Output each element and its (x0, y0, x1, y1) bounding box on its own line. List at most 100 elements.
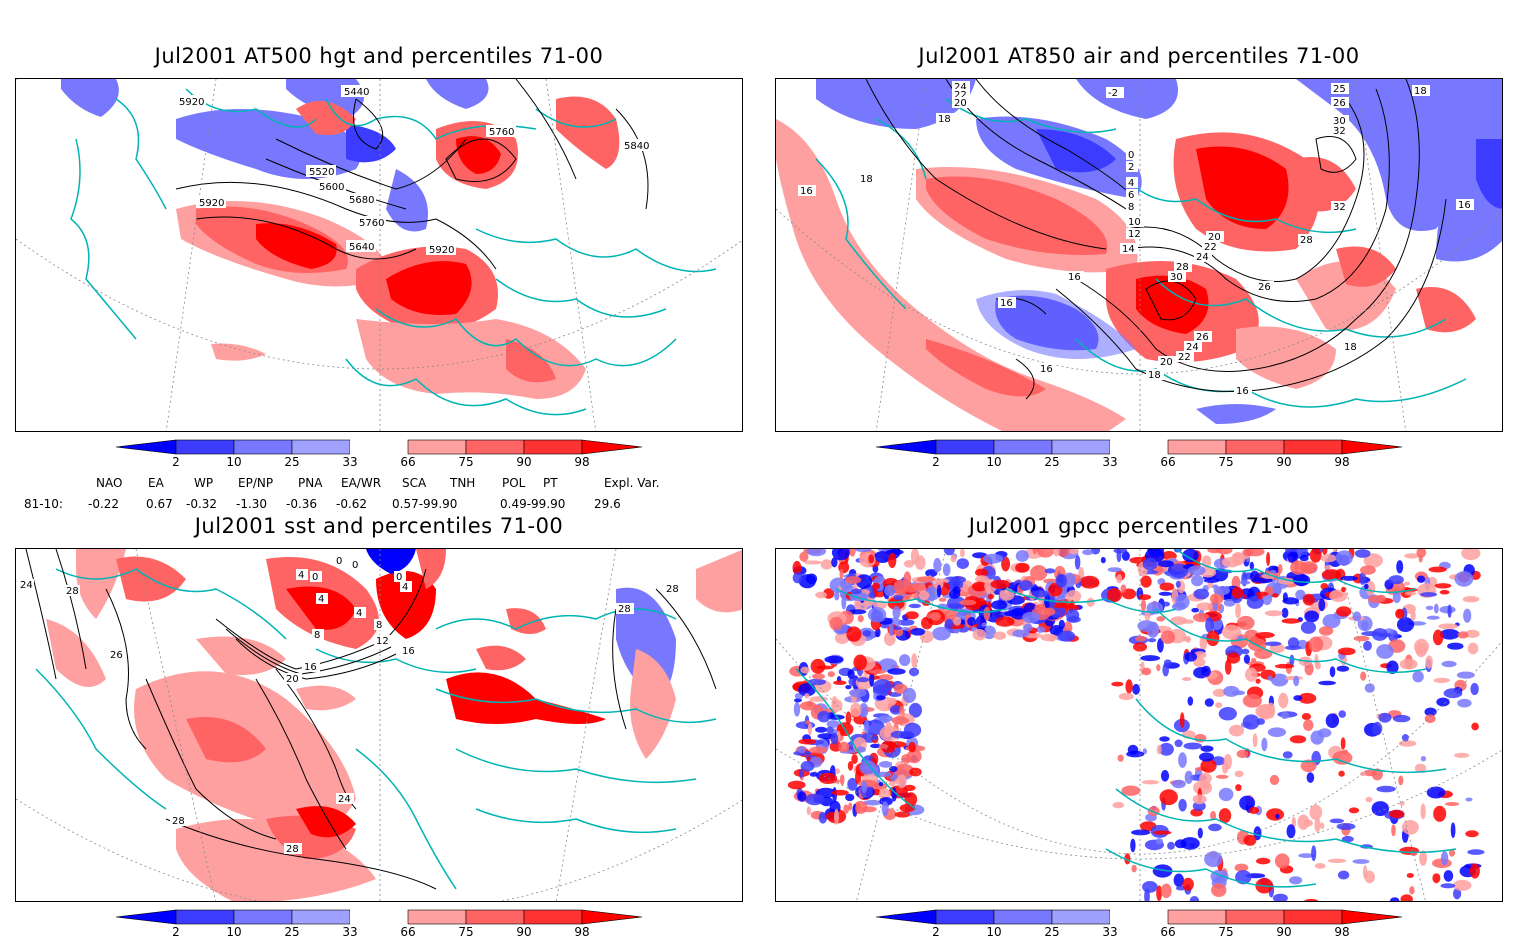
colorbar-segment (1051, 909, 1111, 925)
red-anomaly (1416, 287, 1476, 333)
red-anomaly (476, 645, 526, 671)
contour (515, 79, 577, 180)
precip-cell (1121, 551, 1130, 561)
precip-cell (1160, 630, 1176, 644)
red-anomaly (556, 96, 620, 169)
precip-cell (885, 549, 904, 555)
precip-cell (868, 669, 886, 675)
colorbar-tick: 33 (1102, 925, 1118, 939)
blue-anomaly (61, 79, 119, 117)
precip-cell (1272, 893, 1288, 901)
precip-cell (1053, 549, 1060, 557)
precip-cell (1180, 837, 1200, 850)
precip-cell (1171, 779, 1186, 789)
precip-cell (1456, 671, 1475, 679)
precip-cell (1235, 602, 1241, 619)
colorbar-segment (1283, 439, 1343, 455)
precip-cell (1433, 603, 1439, 614)
precip-cell (938, 597, 947, 602)
red-anomaly (386, 261, 472, 315)
colorbar-tick: 90 (516, 455, 532, 469)
precip-cell (1107, 567, 1122, 573)
precip-cell (1304, 610, 1320, 623)
contour (615, 108, 649, 210)
contour-label: 22 (954, 90, 967, 101)
precip-cell (855, 770, 862, 785)
colorbar-tick: 98 (574, 925, 590, 939)
precip-cell (1118, 692, 1134, 701)
precip-cell (1289, 735, 1307, 744)
precip-cell (1130, 838, 1136, 853)
precip-cell (797, 791, 807, 802)
precip-cell (911, 653, 918, 669)
precip-cell (953, 616, 962, 626)
precip-cell (1424, 714, 1436, 724)
index-value: 0.67 (146, 497, 173, 511)
precip-cell (850, 702, 862, 718)
contour-label: 28 (286, 844, 299, 855)
colorbar-segment (523, 439, 583, 455)
precip-cell (1116, 549, 1122, 563)
precip-cell (1239, 795, 1256, 811)
precip-cell (1261, 737, 1268, 752)
precip-cell (793, 702, 801, 717)
precip-cell (981, 622, 987, 627)
precip-cell (853, 654, 867, 671)
precip-cell (1142, 881, 1158, 893)
precip-cell (820, 559, 833, 570)
precip-cell (1056, 549, 1070, 557)
colorbar-segment (935, 909, 995, 925)
precip-cell (1178, 752, 1187, 768)
precip-cell (1329, 589, 1348, 602)
colorbar-tick: 33 (342, 455, 358, 469)
precip-cell (1414, 763, 1427, 773)
precip-cell (1290, 560, 1307, 575)
precip-cell (1018, 580, 1033, 591)
precip-cell (1282, 597, 1299, 605)
precip-cell (1453, 887, 1462, 900)
precip-cell (1320, 554, 1337, 563)
colorbar-tick: 25 (284, 925, 300, 939)
contour-label: 5840 (624, 141, 649, 152)
precip-cell (1169, 616, 1188, 626)
colorbar-tick: 2 (172, 925, 180, 939)
precip-cell (1023, 623, 1033, 632)
contour-label: 20 (1208, 232, 1221, 243)
contour (195, 216, 417, 260)
map-air: 24 22 20 18 -2 25 26 30 32 18 0 2 4 6 8 … (776, 79, 1502, 431)
precip-cell (863, 720, 870, 734)
precip-cell (1376, 785, 1396, 793)
precip-cell (1417, 575, 1426, 583)
precip-cell (1158, 591, 1172, 596)
precip-cell (1298, 692, 1317, 704)
precip-cell (1058, 619, 1065, 630)
precip-cell (1300, 759, 1317, 773)
precip-cell (1416, 549, 1427, 558)
contour (105, 588, 147, 750)
precip-cell (1447, 604, 1452, 618)
precip-cell (1401, 734, 1409, 742)
precip-cell (1325, 713, 1340, 728)
precip-cell (1235, 784, 1242, 792)
precip-cell (1245, 667, 1258, 682)
map-panel-hgt: 5920 5440 5760 5840 5520 5600 5680 5760 … (15, 78, 743, 432)
precip-cell (798, 738, 817, 745)
precip-cell (847, 669, 855, 679)
colorbar-tick: 10 (986, 925, 1002, 939)
precip-cell (1138, 594, 1151, 600)
contour-label: 12 (376, 636, 389, 647)
contour (1145, 280, 1197, 321)
precip-cell (1426, 615, 1440, 620)
precip-cell (799, 551, 809, 562)
precip-cell (869, 671, 875, 687)
red-anomaly (1136, 275, 1209, 334)
contour-label: 28 (66, 586, 79, 597)
precip-cell (1141, 780, 1160, 785)
contour (612, 608, 627, 730)
colorbar-segment (233, 439, 293, 455)
precip-cell (1318, 626, 1334, 636)
coastline (1125, 178, 1447, 338)
precip-cell (908, 603, 922, 609)
precip-cell (846, 626, 862, 642)
precip-cell (1414, 638, 1429, 655)
